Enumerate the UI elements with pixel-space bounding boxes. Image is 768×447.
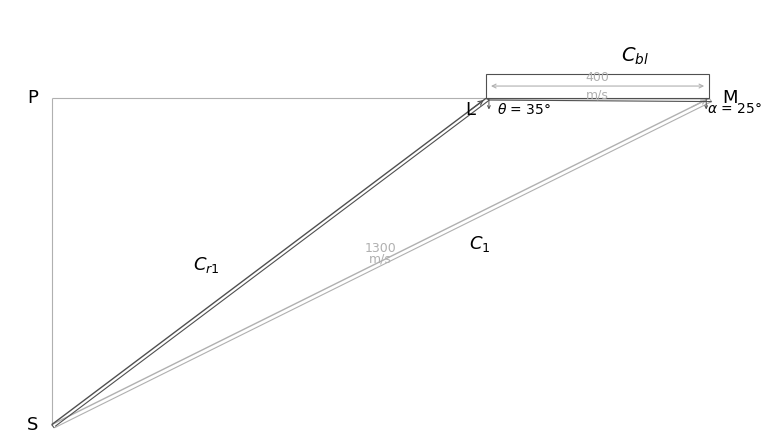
Text: 400: 400 [586,71,610,84]
Text: m/s: m/s [369,253,392,266]
Text: $C_1$: $C_1$ [469,234,491,254]
Text: $C_{r1}$: $C_{r1}$ [193,255,220,275]
Text: P: P [28,89,38,107]
Text: $\theta$ = 35°: $\theta$ = 35° [497,101,551,117]
Text: m/s: m/s [586,89,609,101]
Text: L: L [465,101,475,118]
Text: M: M [723,89,738,107]
Text: $\alpha$ = 25°: $\alpha$ = 25° [707,101,762,116]
Text: $C_{bl}$: $C_{bl}$ [621,46,648,67]
Text: S: S [27,416,38,434]
Bar [486,74,709,98]
Text: 1300: 1300 [365,242,396,255]
